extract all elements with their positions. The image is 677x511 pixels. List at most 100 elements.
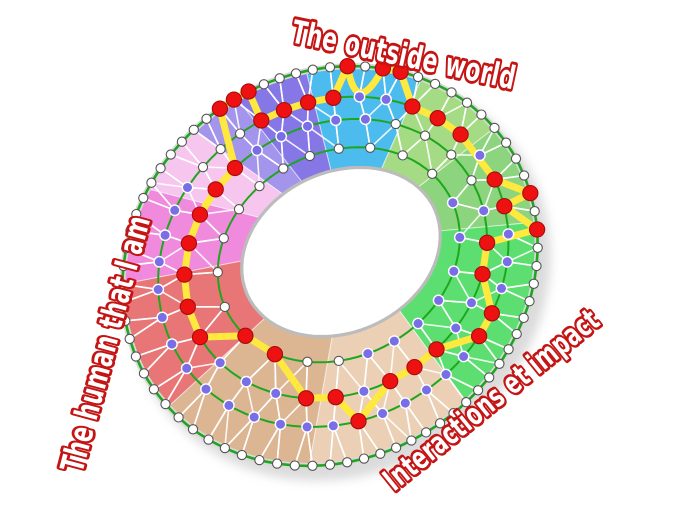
white-node: [360, 61, 371, 72]
white-node: [375, 448, 386, 459]
purple-node: [180, 362, 193, 375]
white-node: [324, 62, 336, 73]
white-node: [529, 206, 540, 217]
white-node: [274, 73, 285, 84]
red-node: [266, 346, 284, 363]
purple-node: [465, 296, 478, 309]
purple-node: [473, 149, 486, 162]
white-node: [254, 454, 265, 466]
white-node: [446, 87, 457, 98]
white-node: [289, 460, 300, 471]
white-node: [307, 64, 318, 75]
red-node: [191, 328, 209, 346]
red-node: [483, 305, 501, 322]
purple-node: [329, 114, 342, 127]
red-node: [253, 112, 270, 129]
white-node: [146, 177, 157, 188]
purple-node: [152, 283, 165, 296]
purple-node: [501, 255, 514, 268]
purple-node: [502, 228, 515, 241]
white-node: [302, 356, 313, 367]
red-node: [478, 234, 496, 251]
white-node: [219, 442, 231, 454]
red-node: [207, 181, 224, 198]
white-node: [138, 192, 149, 204]
white-node: [118, 260, 129, 272]
red-node: [470, 327, 488, 345]
purple-node: [399, 397, 412, 409]
red-node: [191, 206, 209, 223]
purple-node: [447, 265, 460, 278]
white-node: [494, 358, 505, 369]
red-node: [226, 159, 244, 177]
purple-node: [359, 113, 372, 126]
white-node: [390, 118, 401, 130]
purple-node: [495, 282, 508, 295]
white-node: [290, 68, 302, 79]
purple-node: [380, 93, 392, 106]
purple-node: [457, 350, 470, 363]
white-node: [365, 142, 376, 153]
white-node: [160, 398, 171, 410]
white-node: [531, 260, 542, 272]
white-node: [234, 128, 246, 139]
red-node: [428, 341, 445, 358]
white-node: [518, 312, 529, 324]
white-node: [121, 243, 132, 254]
purple-node: [301, 420, 313, 433]
center-hole: [240, 165, 442, 339]
white-node: [333, 355, 344, 367]
red-node: [382, 372, 399, 390]
purple-node: [240, 375, 253, 388]
purple-node: [251, 144, 263, 157]
white-node: [333, 143, 344, 154]
white-node: [524, 296, 535, 307]
white-node: [173, 412, 184, 423]
red-node: [225, 91, 243, 108]
red-node: [429, 110, 446, 127]
red-node: [297, 390, 315, 407]
white-node: [233, 204, 245, 215]
red-node: [237, 327, 254, 344]
white-node: [406, 435, 417, 446]
white-node: [448, 408, 459, 419]
red-node: [406, 358, 423, 376]
white-node: [258, 79, 270, 90]
white-node: [358, 453, 370, 464]
red-node: [176, 266, 193, 283]
white-node: [518, 170, 530, 181]
red-node: [474, 265, 491, 283]
white-node: [138, 368, 150, 379]
purple-node: [446, 196, 459, 209]
white-node: [278, 163, 289, 174]
white-node: [307, 460, 318, 471]
purple-node: [214, 356, 227, 369]
white-node: [130, 351, 142, 362]
white-node: [412, 71, 424, 83]
red-node: [179, 298, 196, 315]
purple-node: [269, 387, 282, 400]
purple-node: [159, 229, 172, 242]
red-node: [392, 63, 409, 81]
white-node: [500, 137, 512, 148]
white-node: [212, 267, 223, 278]
purple-node: [168, 204, 181, 217]
purple-node: [327, 419, 340, 432]
white-node: [429, 78, 441, 90]
red-node: [496, 198, 513, 215]
nodes: [117, 58, 546, 471]
white-node: [324, 459, 336, 470]
white-node: [484, 372, 495, 383]
purple-node: [361, 347, 374, 360]
white-node: [201, 113, 212, 124]
white-node: [148, 384, 160, 395]
purple-node: [420, 384, 433, 396]
purple-node: [165, 338, 178, 350]
red-node: [486, 171, 503, 188]
red-node: [325, 89, 342, 106]
white-node: [117, 297, 129, 308]
red-node: [374, 60, 392, 77]
white-node: [446, 149, 457, 160]
